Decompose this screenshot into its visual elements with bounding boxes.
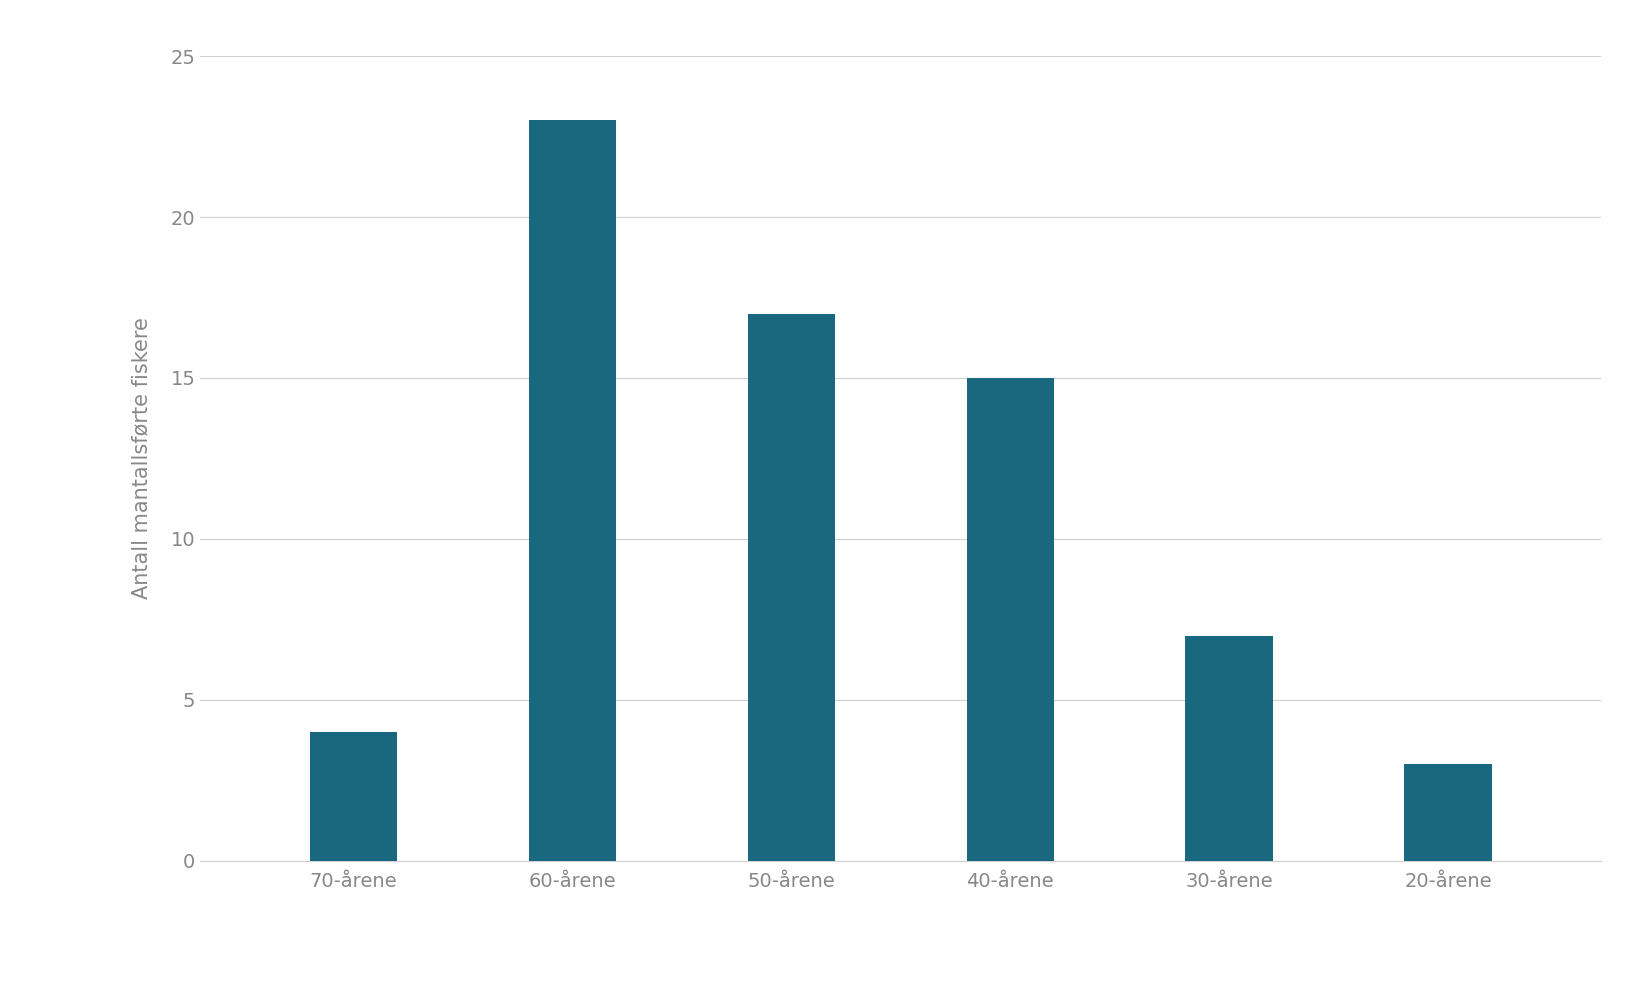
Bar [747, 314, 835, 860]
Bar [967, 378, 1054, 860]
Bar [1185, 636, 1274, 860]
Bar [1404, 764, 1492, 860]
Bar [310, 732, 398, 860]
Bar [528, 121, 615, 860]
Y-axis label: Antall mantallsførte fiskere: Antall mantallsførte fiskere [130, 317, 152, 599]
